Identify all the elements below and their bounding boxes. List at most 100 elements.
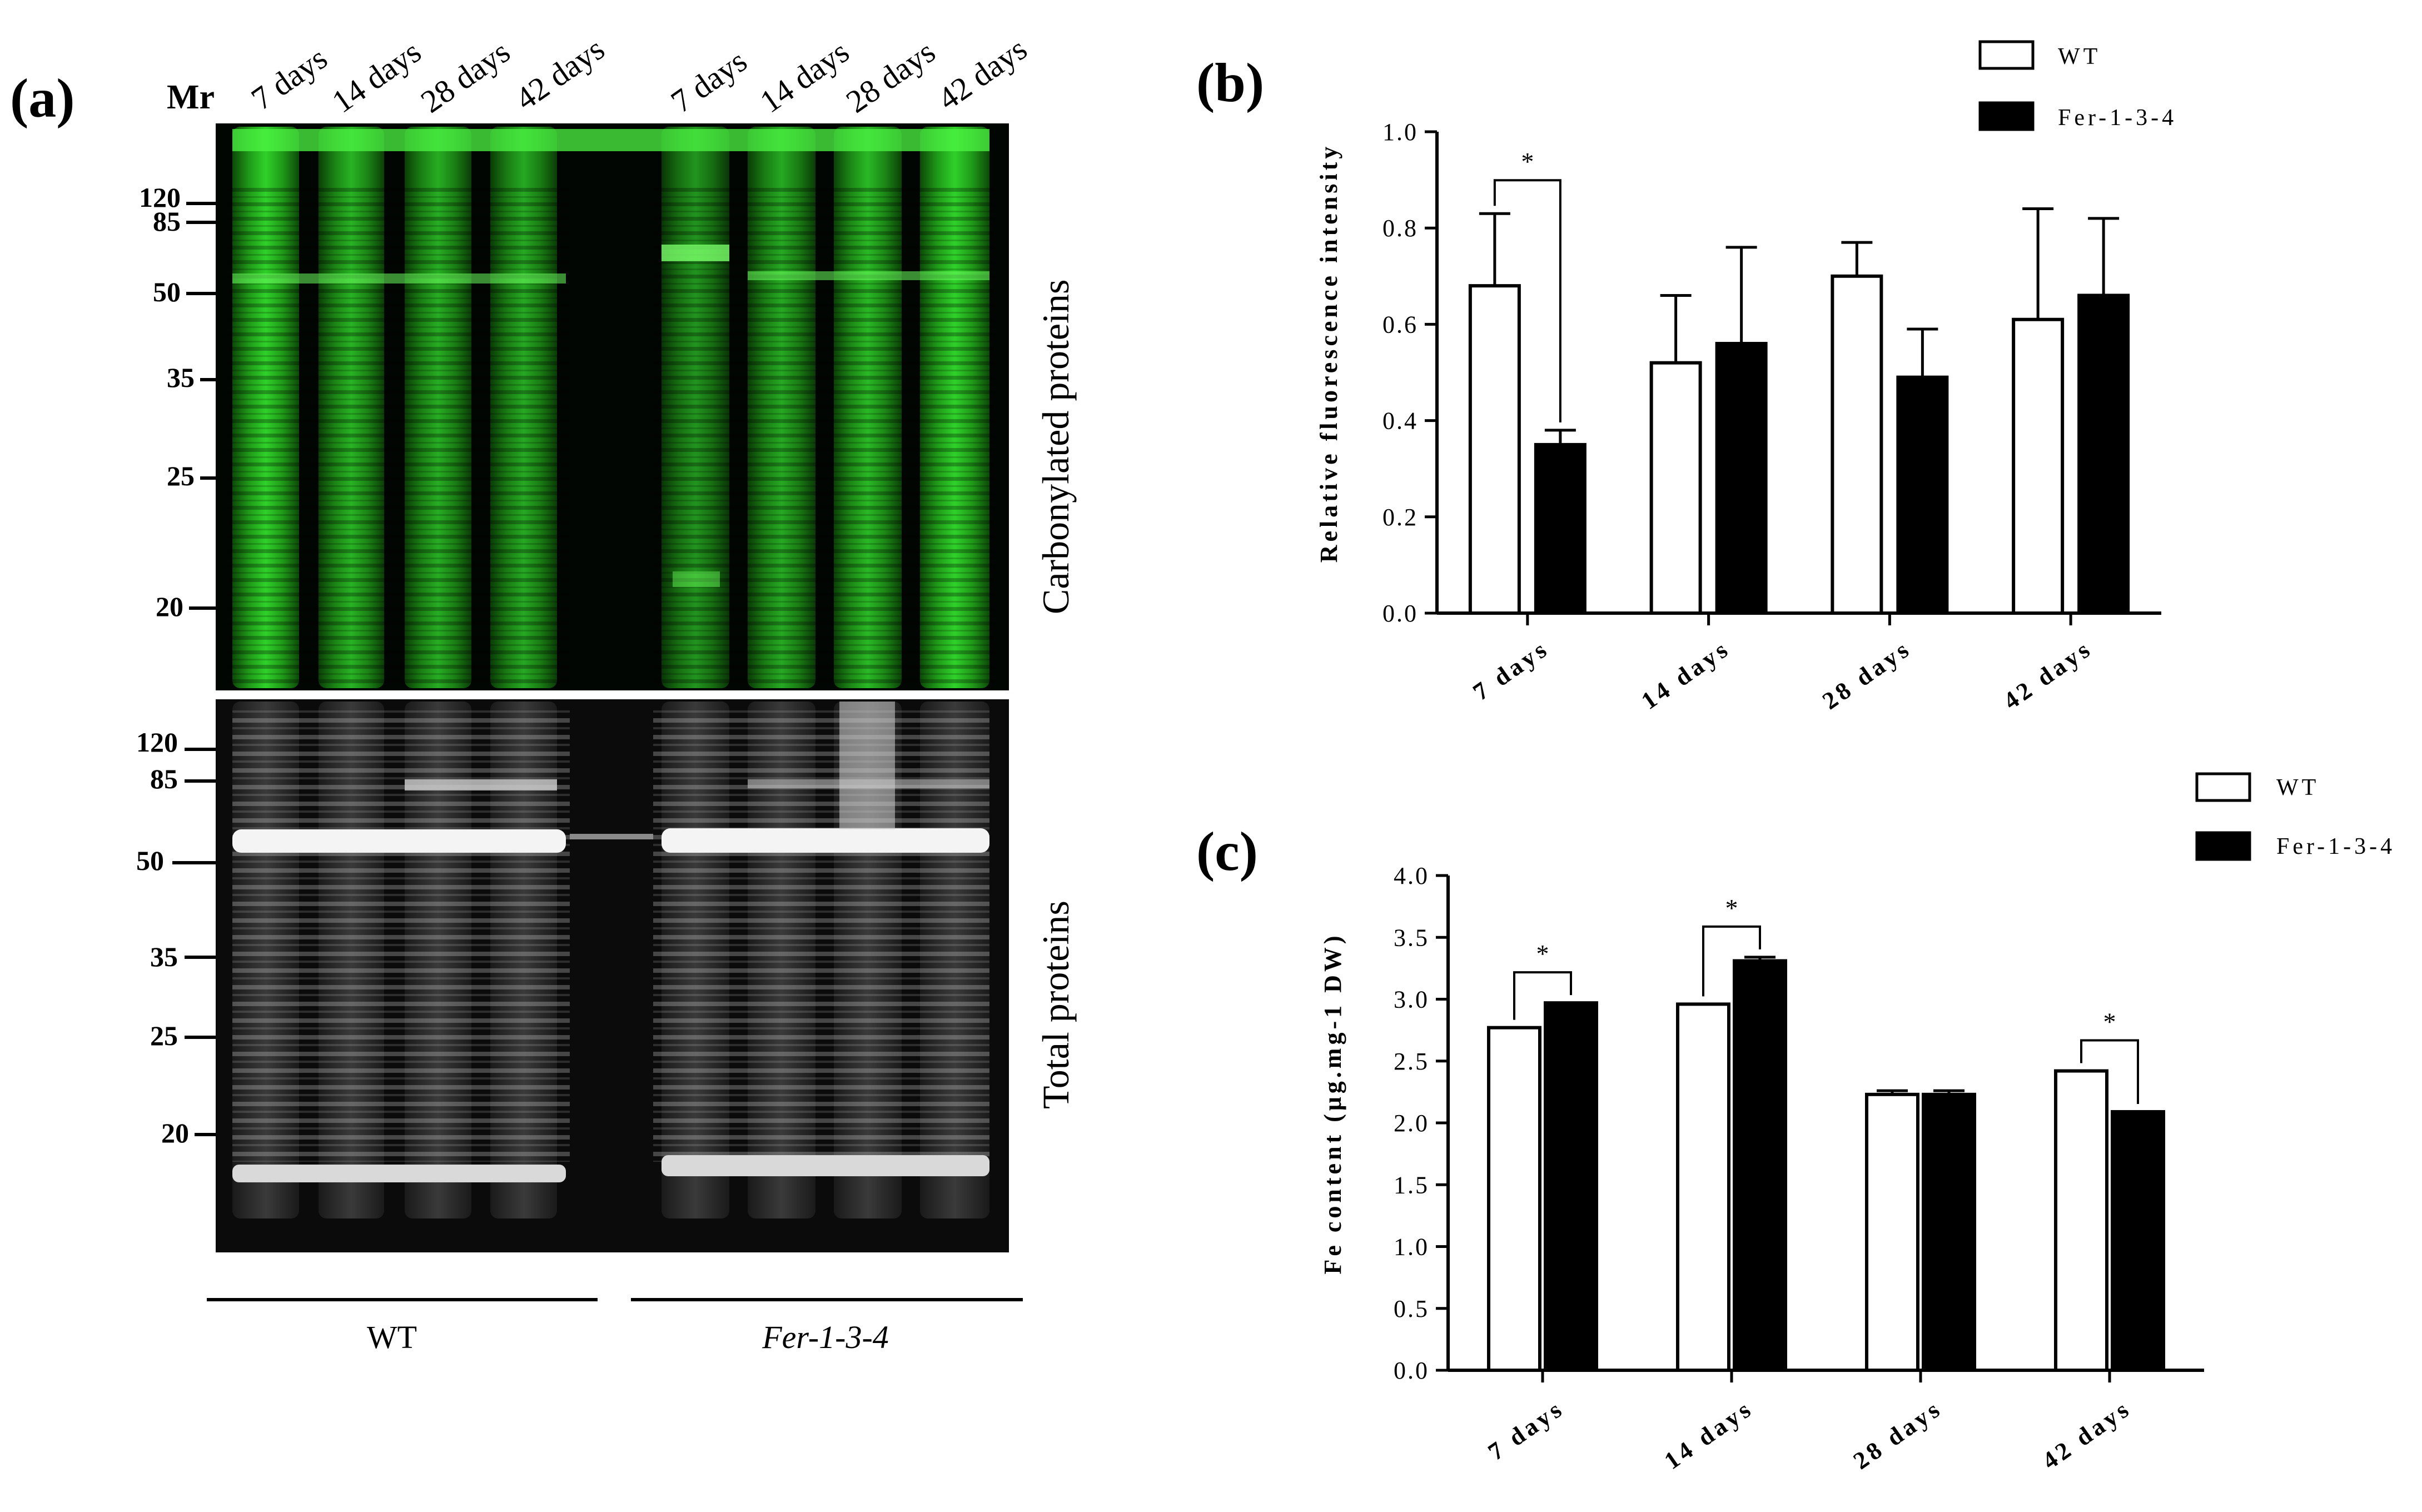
carbonylated-strong-bands: [232, 129, 989, 587]
legend-swatch-wt: [2195, 772, 2251, 802]
x-category-label: 7 days: [1483, 1394, 1569, 1466]
marker-bottom-50: 50: [136, 845, 164, 876]
x-category-label: 14 days: [1659, 1394, 1758, 1475]
significance-star: *: [1536, 939, 1549, 968]
bar: [1865, 1092, 1919, 1372]
y-axis-title-b: Relative fluorescence intensity: [1315, 143, 1342, 563]
y-tick-label: 2.0: [1394, 1110, 1429, 1137]
bar: [1896, 375, 1949, 615]
y-tick-label: 0.0: [1394, 1357, 1429, 1384]
marker-bottom-120: 120: [136, 727, 178, 758]
y-axis-title-c: Fe content (μg.mg-1 DW): [1319, 932, 1346, 1274]
bar: [1676, 1002, 1730, 1372]
y-tick-label: 3.5: [1394, 924, 1429, 951]
lane-header-wt-14: 14 days: [325, 33, 427, 120]
gel-band: [232, 129, 989, 151]
legend-label-wt: WT: [2058, 44, 2101, 69]
bar: [1922, 1092, 1976, 1372]
carbonylated-label: Carbonylated proteins: [1035, 280, 1077, 614]
y-tick-label: 0.8: [1382, 215, 1418, 242]
gel-band: [570, 834, 653, 839]
marker-bottom-35: 35: [150, 941, 178, 972]
gel-band: [662, 1155, 989, 1176]
bar: [1487, 1026, 1541, 1372]
lane-header-wt-28: 28 days: [414, 33, 516, 120]
gel-band: [232, 1165, 566, 1182]
markers-top: 120 85 50 35 25 20: [139, 182, 216, 622]
legend-swatch-fer: [1978, 101, 2035, 131]
bar: [2012, 317, 2065, 615]
y-tick-label: 3.0: [1394, 986, 1429, 1013]
legend-swatch-wt: [1978, 40, 2035, 70]
y-tick-label: 0.0: [1382, 600, 1418, 627]
lane-headers: 7 days 14 days 28 days 42 days 7 days 14…: [245, 31, 1033, 120]
group-label-fer: Fer-1-3-4: [762, 1319, 889, 1355]
lane-header-fer-42: 42 days: [931, 31, 1033, 117]
panel-b-letter: (b): [1196, 52, 1264, 113]
significance-star: *: [2103, 1008, 2116, 1036]
lane-header-wt-42: 42 days: [509, 31, 611, 117]
group-label-wt: WT: [367, 1319, 417, 1355]
gel-band: [662, 828, 989, 853]
marker-top-25: 25: [167, 460, 195, 491]
panel-b: (b) WT Fer-1-3-4 Relative fluorescence i…: [1196, 40, 2177, 715]
marker-top-85: 85: [153, 206, 181, 237]
x-category-label: 28 days: [1817, 634, 1916, 715]
total-gel: [216, 699, 1009, 1252]
panel-a-letter: (a): [10, 67, 75, 129]
marker-top-35: 35: [167, 362, 195, 393]
significance-star: *: [1521, 147, 1534, 176]
y-tick-label: 0.5: [1394, 1295, 1429, 1322]
panel-c-letter: (c): [1196, 820, 1258, 882]
legend-swatch-fer: [2195, 831, 2251, 861]
significance-bracket: [1493, 179, 1561, 422]
total-strong-bands: [232, 702, 989, 1182]
legend-label-fer: Fer-1-3-4: [2058, 105, 2177, 131]
y-tick-label: 0.2: [1382, 504, 1418, 531]
mr-label: Mr: [167, 78, 215, 116]
bar: [2111, 1110, 2165, 1372]
bar: [1733, 959, 1787, 1372]
x-category-label: 42 days: [2037, 1394, 2136, 1475]
marker-bottom-20: 20: [161, 1117, 189, 1148]
total-proteins-label: Total proteins: [1035, 901, 1077, 1109]
significance-bracket: [1513, 971, 1572, 1020]
gel-band: [748, 271, 989, 280]
carbonylated-gel: [216, 123, 1009, 690]
gel-band: [662, 245, 729, 261]
gel-band: [839, 702, 895, 829]
bar: [1468, 284, 1521, 615]
bar: [1534, 442, 1587, 615]
y-tick-label: 2.5: [1394, 1048, 1429, 1075]
y-tick-label: 1.5: [1394, 1171, 1429, 1198]
y-tick-label: 1.0: [1394, 1234, 1429, 1261]
bar: [2077, 294, 2130, 615]
gel-band: [405, 779, 557, 790]
lane-header-fer-14: 14 days: [753, 33, 856, 120]
gel-band: [232, 829, 566, 853]
lane-header-fer-7: 7 days: [664, 42, 753, 120]
panel-c: (c) WT Fer-1-3-4 Fe content (μg.mg-1 DW)…: [1196, 772, 2392, 1475]
bar: [1831, 274, 1883, 615]
significance-star: *: [1725, 894, 1738, 922]
lane-header-wt-7: 7 days: [245, 39, 334, 117]
marker-top-50: 50: [153, 276, 181, 307]
bar: [1715, 342, 1768, 615]
bar: [1649, 361, 1702, 615]
x-category-label: 42 days: [1998, 634, 2097, 715]
legend-b: WT Fer-1-3-4: [1978, 40, 2177, 131]
bar: [1544, 1001, 1598, 1372]
y-tick-label: 4.0: [1394, 862, 1429, 889]
legend-label-wt: WT: [2276, 775, 2319, 800]
markers-bottom: 120 85 50 35 25 20: [136, 727, 216, 1148]
marker-bottom-25: 25: [150, 1020, 178, 1051]
marker-top-120: 120: [139, 182, 181, 213]
carbonylated-gap: [570, 123, 653, 690]
x-category-label: 14 days: [1637, 634, 1735, 715]
x-category-label: 7 days: [1468, 634, 1554, 706]
bar: [2054, 1069, 2108, 1372]
marker-bottom-85: 85: [150, 763, 178, 794]
marker-top-20: 20: [156, 591, 183, 622]
y-tick-label: 1.0: [1382, 118, 1418, 146]
